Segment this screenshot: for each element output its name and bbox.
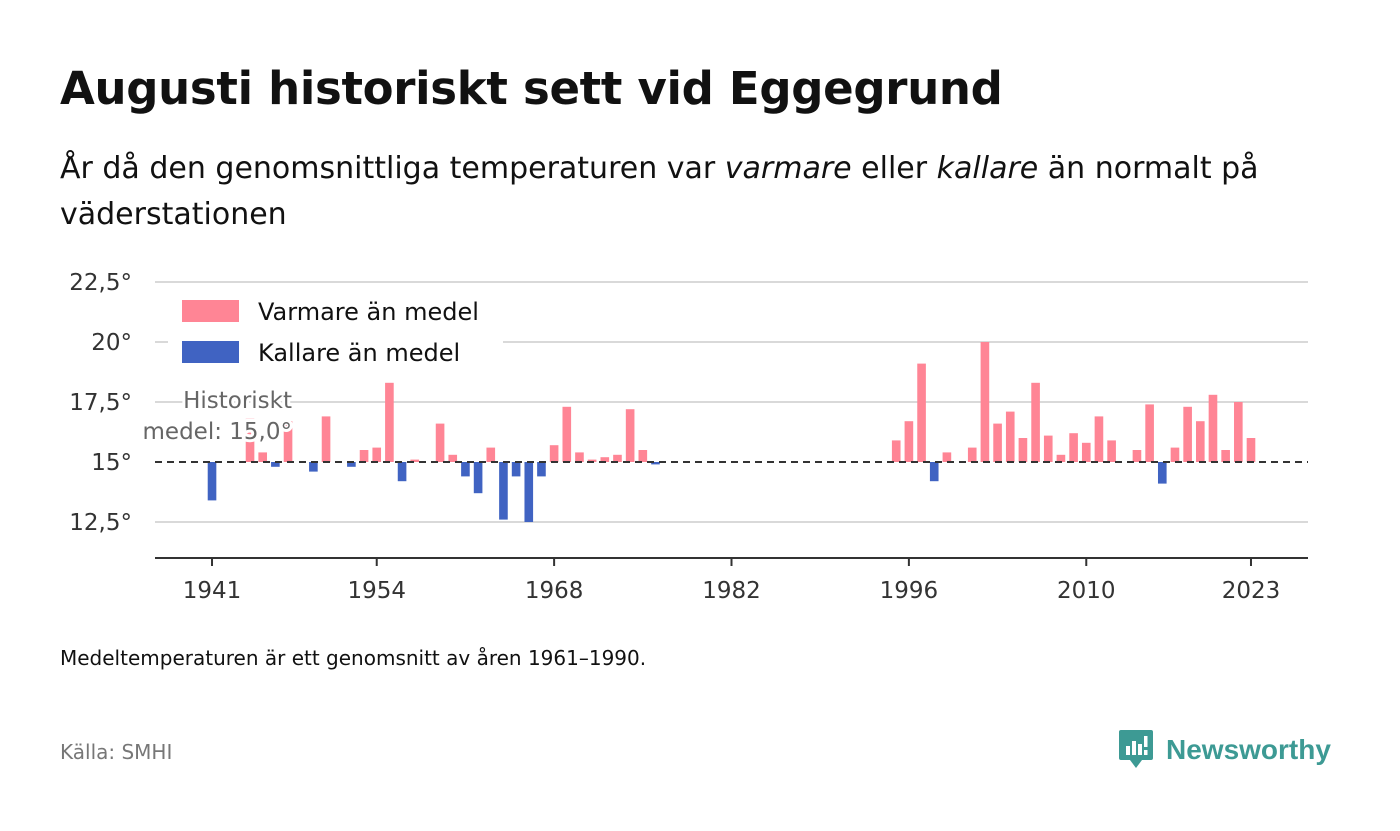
bar-warm bbox=[1183, 406, 1192, 462]
bar-warm bbox=[575, 452, 584, 462]
bar-warm bbox=[638, 450, 648, 462]
bar-warm bbox=[1234, 402, 1243, 462]
baseline-label: medel: 15,0° bbox=[143, 419, 292, 445]
legend: Varmare än medel Kallare än medel bbox=[168, 294, 503, 372]
bar-warm bbox=[1069, 433, 1078, 462]
bar-cold bbox=[499, 462, 508, 520]
bar-warm bbox=[1145, 404, 1154, 462]
bars bbox=[207, 342, 1256, 522]
x-tick-label: 1996 bbox=[880, 578, 939, 604]
subtitle-cold-word: kallare bbox=[936, 151, 1039, 186]
x-tick-label: 2010 bbox=[1057, 578, 1116, 604]
bar-warm bbox=[1081, 442, 1091, 462]
newsworthy-logo-icon bbox=[1119, 730, 1153, 768]
bar-cold bbox=[1157, 462, 1167, 484]
bar-cold bbox=[473, 462, 483, 494]
bar-cold bbox=[461, 462, 470, 477]
bar-cold bbox=[537, 462, 546, 477]
source-credit: Källa: SMHI bbox=[60, 740, 173, 764]
subtitle-part-1: År då den genomsnittliga temperaturen va… bbox=[60, 151, 725, 186]
bar-warm bbox=[1018, 438, 1028, 462]
bar-warm bbox=[258, 452, 268, 462]
bar-warm bbox=[283, 421, 293, 462]
brand-name: Newsworthy bbox=[1166, 734, 1331, 765]
y-tick-label: 17,5° bbox=[69, 390, 132, 416]
x-tick-label: 1954 bbox=[347, 578, 406, 604]
subtitle-warm-word: varmare bbox=[724, 151, 852, 186]
bar-cold bbox=[271, 462, 280, 467]
legend-swatch-warm bbox=[182, 300, 239, 322]
y-tick-label: 22,5° bbox=[69, 270, 132, 296]
legend-label-cold: Kallare än medel bbox=[258, 339, 460, 367]
subtitle-part-2: eller bbox=[851, 151, 937, 186]
footnote: Medeltemperaturen är ett genomsnitt av å… bbox=[60, 646, 647, 670]
bar-warm bbox=[625, 409, 635, 462]
bar-warm bbox=[993, 423, 1002, 462]
bar-cold bbox=[397, 462, 407, 482]
legend-label-warm: Varmare än medel bbox=[258, 298, 479, 326]
brand-logo: Newsworthy bbox=[1118, 728, 1331, 772]
bar-warm bbox=[549, 445, 559, 462]
bar-warm bbox=[385, 382, 394, 462]
bar-warm bbox=[980, 342, 990, 462]
bar-warm bbox=[321, 416, 331, 462]
bar-warm bbox=[600, 457, 610, 462]
bar-warm bbox=[1043, 435, 1053, 462]
bar-cold bbox=[511, 462, 521, 477]
bar-warm bbox=[486, 447, 496, 462]
bar-warm bbox=[1031, 382, 1040, 462]
subtitle-part-3: än normalt på väderstationen bbox=[60, 151, 1259, 232]
bar-cold bbox=[207, 462, 217, 501]
chart-title: Augusti historiskt sett vid Eggegrund bbox=[60, 62, 1003, 115]
bar-warm bbox=[587, 459, 597, 462]
bar-warm bbox=[1094, 416, 1104, 462]
x-axis: 1941 1954 1968 1982 1996 2010 2023 bbox=[155, 557, 1308, 604]
bar-warm bbox=[1195, 421, 1205, 462]
bar-warm bbox=[1208, 394, 1218, 462]
bar-warm bbox=[1221, 450, 1230, 462]
bar-warm bbox=[1056, 454, 1066, 462]
bar-warm bbox=[245, 418, 255, 462]
x-tick-label: 1968 bbox=[525, 578, 584, 604]
bar-warm bbox=[1132, 450, 1142, 462]
bar-cold bbox=[309, 462, 318, 472]
bar-warm bbox=[1005, 411, 1015, 462]
bar-warm bbox=[967, 447, 977, 462]
bar-warm bbox=[1170, 447, 1180, 462]
bar-cold bbox=[524, 462, 534, 522]
bar-cold bbox=[347, 462, 356, 467]
y-tick-label: 15° bbox=[91, 450, 132, 476]
bar-warm bbox=[359, 450, 369, 462]
bar-cold bbox=[651, 462, 660, 465]
bar-warm bbox=[1246, 438, 1256, 462]
bar-warm bbox=[448, 454, 458, 462]
y-tick-label: 20° bbox=[91, 330, 132, 356]
bar-warm bbox=[613, 454, 622, 462]
bar-warm bbox=[904, 421, 914, 462]
bar-warm bbox=[917, 363, 926, 462]
baseline-group: Historiskt medel: 15,0° bbox=[140, 385, 1308, 463]
bar-warm bbox=[891, 440, 901, 462]
x-tick-label: 2023 bbox=[1222, 578, 1281, 604]
y-tick-label: 12,5° bbox=[69, 510, 132, 536]
bar-warm bbox=[562, 406, 572, 462]
chart-subtitle: År då den genomsnittliga temperaturen va… bbox=[60, 146, 1300, 238]
x-tick-label: 1941 bbox=[183, 578, 242, 604]
bar-cold bbox=[929, 462, 939, 482]
legend-swatch-cold bbox=[182, 341, 239, 363]
bar-warm bbox=[372, 447, 382, 462]
baseline-label: Historiskt bbox=[183, 388, 292, 414]
bar-warm bbox=[435, 423, 445, 462]
bar-warm bbox=[410, 459, 420, 462]
bar-warm bbox=[1107, 440, 1116, 462]
y-axis-labels: 12,5° 15° 17,5° 20° 22,5° bbox=[69, 270, 132, 536]
bar-warm bbox=[942, 452, 952, 462]
x-tick-label: 1982 bbox=[702, 578, 761, 604]
